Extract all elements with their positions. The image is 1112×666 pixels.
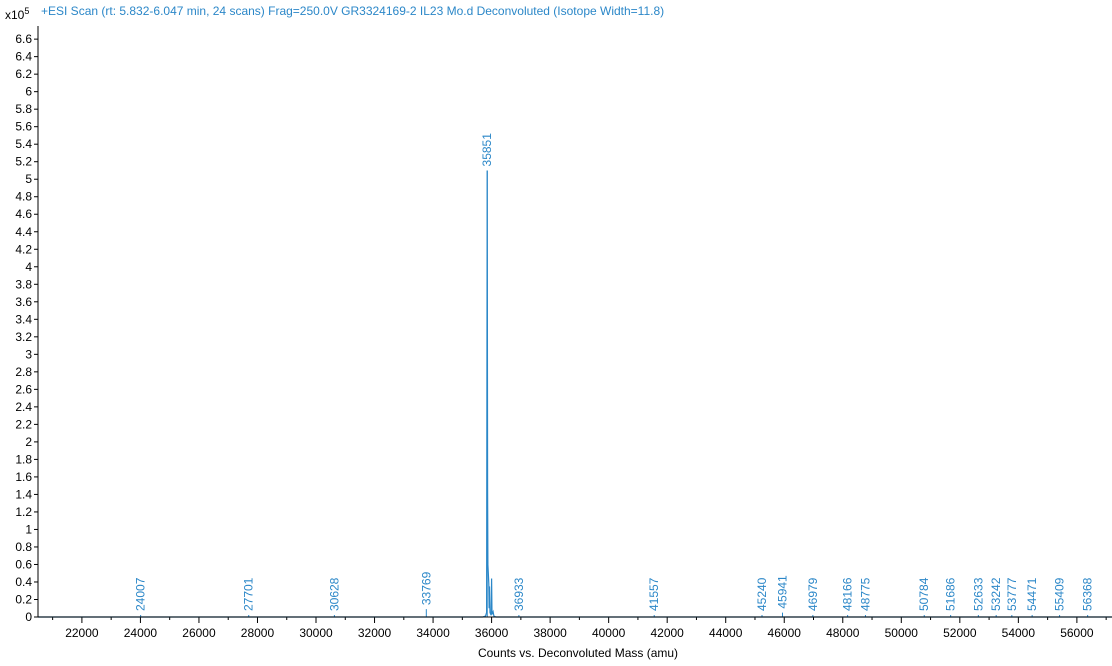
y-tick-label: 1.4	[15, 487, 32, 501]
y-axis-ticks: 0 0.2 0.4 0.6 0.8 1 1.2 1.4 1.6 1.8 2 2.2 2.4 2.6 2.8 3…	[15, 32, 38, 624]
y-tick-label: 3.2	[15, 330, 32, 344]
spectrum-line	[38, 170, 1112, 618]
y-tick-label: 1	[25, 522, 32, 536]
x-tick-label: 52000	[943, 626, 977, 640]
x-tick-label: 48000	[826, 626, 860, 640]
y-multiplier-exponent: 5	[24, 6, 29, 16]
y-multiplier: x105	[5, 6, 29, 22]
y-tick-label: 6.4	[15, 50, 32, 64]
peak-label: 41557	[647, 577, 661, 611]
y-tick-label: 0.4	[15, 575, 32, 589]
spectrum-trace	[38, 170, 1112, 618]
x-tick-label: 56000	[1060, 626, 1094, 640]
peak-annotations: 24007 27701 30628 33769 35851 36933 41557 45240…	[134, 133, 1095, 617]
peak-label: 33769	[419, 571, 433, 605]
peak-label: 36933	[512, 577, 526, 611]
y-tick-label: 2.4	[15, 400, 32, 414]
peak-label: 48775	[858, 577, 872, 611]
y-tick-label: 3.6	[15, 295, 32, 309]
peak-label: 53242	[989, 577, 1003, 611]
x-tick-label: 24000	[124, 626, 158, 640]
y-tick-label: 6.6	[15, 32, 32, 46]
peak-label: 45941	[776, 575, 790, 609]
peak-label: 48166	[841, 577, 855, 611]
y-tick-label: 5.2	[15, 155, 32, 169]
y-tick-label: 3	[25, 347, 32, 361]
y-tick-label: 4.4	[15, 225, 32, 239]
y-multiplier-base: x10	[5, 8, 25, 22]
y-tick-label: 3.8	[15, 277, 32, 291]
y-tick-label: 0.6	[15, 557, 32, 571]
peak-label: 52633	[971, 577, 985, 611]
peak-label: 53777	[1005, 577, 1019, 611]
y-tick-label: 3.4	[15, 312, 32, 326]
x-tick-label: 38000	[533, 626, 567, 640]
x-tick-label: 28000	[241, 626, 275, 640]
x-tick-label: 46000	[768, 626, 802, 640]
x-tick-label: 22000	[65, 626, 99, 640]
peak-label: 56368	[1081, 577, 1095, 611]
y-tick-label: 4.8	[15, 190, 32, 204]
y-tick-label: 2.2	[15, 417, 32, 431]
x-tick-label: 40000	[592, 626, 626, 640]
peak-label: 50784	[917, 577, 931, 611]
peak-label: 51686	[944, 577, 958, 611]
y-tick-label: 5.6	[15, 120, 32, 134]
y-tick-label: 4.6	[15, 207, 32, 221]
peak-label: 24007	[134, 577, 148, 611]
y-tick-label: 6	[25, 85, 32, 99]
x-axis-title: Counts vs. Deconvoluted Mass (amu)	[478, 646, 678, 660]
peak-label: 46979	[806, 577, 820, 611]
x-tick-label: 30000	[299, 626, 333, 640]
peak-label: 27701	[242, 577, 256, 611]
y-tick-label: 0.8	[15, 540, 32, 554]
y-tick-label: 1.8	[15, 452, 32, 466]
x-tick-label: 50000	[885, 626, 919, 640]
peak-label: 35851	[480, 133, 494, 167]
x-tick-label: 44000	[709, 626, 743, 640]
y-tick-label: 5	[25, 172, 32, 186]
y-tick-label: 1.2	[15, 505, 32, 519]
x-tick-label: 54000	[1002, 626, 1036, 640]
peak-label: 54471	[1025, 577, 1039, 611]
x-tick-label: 34000	[416, 626, 450, 640]
x-tick-label: 42000	[650, 626, 684, 640]
y-tick-label: 2	[25, 435, 32, 449]
y-tick-label: 5.8	[15, 102, 32, 116]
y-tick-label: 2.6	[15, 382, 32, 396]
y-tick-label: 1.6	[15, 470, 32, 484]
peak-label: 30628	[327, 577, 341, 611]
y-tick-label: 5.4	[15, 137, 32, 151]
x-tick-label: 36000	[475, 626, 509, 640]
x-tick-label: 32000	[358, 626, 392, 640]
peak-label: 55409	[1053, 577, 1067, 611]
y-tick-label: 0	[25, 610, 32, 624]
x-axis-ticks: 22000 24000 26000 28000 30000 32000 34000 36000…	[52, 617, 1107, 640]
x-tick-label: 26000	[182, 626, 216, 640]
y-tick-label: 2.8	[15, 365, 32, 379]
chart-title: +ESI Scan (rt: 5.832-6.047 min, 24 scans…	[41, 4, 664, 18]
y-tick-label: 0.2	[15, 592, 32, 606]
y-tick-label: 6.2	[15, 67, 32, 81]
y-tick-label: 4.2	[15, 242, 32, 256]
peak-label: 45240	[755, 577, 769, 611]
y-tick-label: 4	[25, 260, 32, 274]
